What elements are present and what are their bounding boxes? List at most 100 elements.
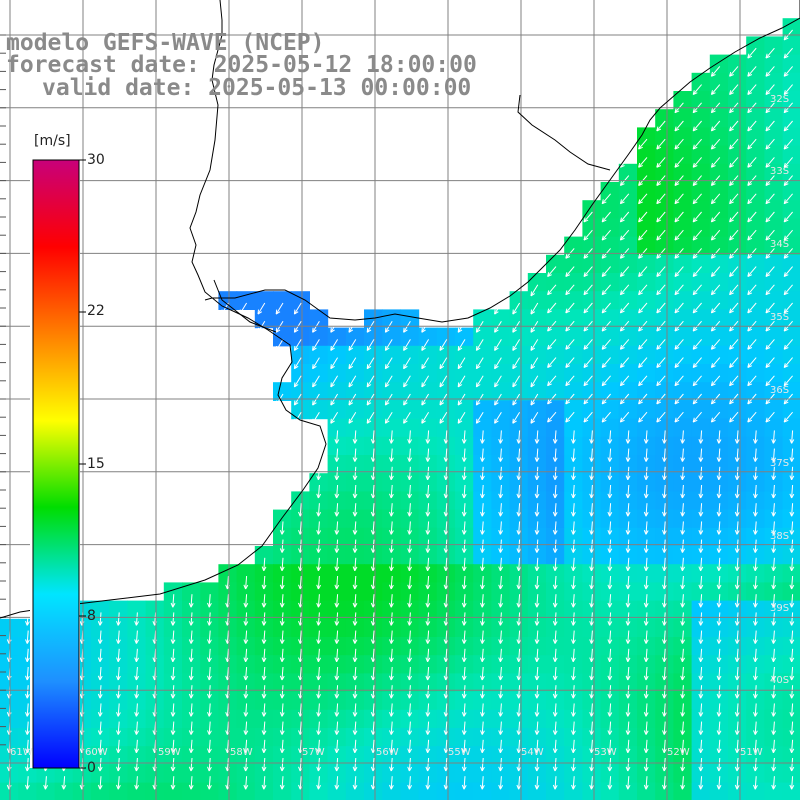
wind-arrow [753, 484, 758, 499]
wind-arrow [643, 503, 649, 517]
speed-cell [746, 364, 765, 383]
speed-cell [364, 728, 383, 747]
wind-arrow [771, 430, 777, 444]
speed-cell [618, 382, 638, 401]
wind-arrow [334, 557, 340, 572]
speed-cell [218, 728, 238, 747]
speed-cell [637, 764, 656, 784]
speed-cell [673, 145, 693, 165]
speed-cell [491, 637, 511, 656]
wind-arrow [475, 357, 484, 370]
speed-cell [600, 637, 620, 656]
wind-arrow [729, 302, 739, 314]
speed-cell [691, 655, 711, 674]
speed-cell [200, 691, 219, 711]
wind-arrow [480, 557, 485, 572]
speed-cell [782, 618, 800, 638]
speed-cell [436, 527, 456, 547]
speed-cell [527, 637, 547, 656]
wind-arrow [771, 448, 777, 462]
wind-arrow [729, 66, 739, 77]
speed-cell [564, 254, 583, 274]
wind-arrow [516, 539, 522, 553]
wind-arrow [638, 193, 648, 205]
wind-arrow [589, 430, 595, 444]
speed-cell [382, 345, 401, 365]
speed-cell [473, 546, 492, 565]
wind-arrow [457, 339, 466, 351]
speed-cell [91, 709, 110, 729]
speed-cell [0, 655, 19, 674]
speed-cell [600, 364, 620, 383]
speed-cell [491, 400, 511, 420]
wind-arrow [698, 503, 704, 517]
speed-cell [364, 418, 383, 438]
wind-arrow [729, 357, 739, 368]
speed-cell [36, 764, 56, 784]
speed-cell [764, 527, 784, 547]
speed-cell [655, 746, 674, 765]
wind-arrow [475, 339, 484, 351]
wind-arrow [565, 302, 575, 314]
speed-cell [309, 527, 329, 547]
speed-cell [655, 291, 674, 310]
speed-cell [709, 145, 729, 165]
speed-cell [400, 546, 420, 565]
wind-arrow [765, 375, 775, 387]
speed-cell [455, 509, 474, 529]
speed-cell [491, 655, 511, 674]
wind-arrow [170, 648, 176, 663]
speed-cell [637, 236, 656, 256]
wind-arrow [734, 630, 740, 644]
speed-cell [746, 691, 765, 711]
speed-cell [163, 691, 183, 711]
wind-arrow [352, 721, 358, 735]
speed-cell [709, 418, 729, 438]
speed-cell [236, 655, 256, 674]
speed-cell [455, 382, 474, 401]
speed-cell [582, 291, 602, 310]
speed-cell [455, 364, 474, 383]
speed-cell [582, 418, 602, 438]
wind-arrow [547, 339, 557, 350]
wind-arrow [457, 375, 466, 388]
wind-arrow [680, 557, 686, 572]
speed-cell [782, 127, 800, 147]
speed-cell [546, 782, 565, 800]
speed-cell [764, 236, 784, 256]
speed-cell [709, 382, 729, 401]
wind-arrow [475, 375, 484, 388]
wind-arrow [116, 739, 121, 754]
wind-arrow [480, 594, 485, 608]
wind-arrow [571, 557, 576, 572]
speed-cell [618, 455, 638, 474]
wind-arrow [619, 193, 630, 205]
wind-arrow [384, 320, 393, 333]
speed-cell [345, 400, 365, 420]
speed-cell [546, 637, 565, 656]
wind-arrow [498, 721, 504, 735]
wind-arrow [498, 503, 504, 517]
speed-cell [491, 436, 511, 456]
speed-cell [273, 527, 292, 547]
wind-arrow [747, 229, 757, 241]
wind-arrow [516, 448, 522, 462]
speed-cell [509, 582, 529, 602]
speed-cell [254, 746, 274, 765]
wind-arrow [753, 721, 758, 735]
wind-arrow [279, 557, 285, 572]
speed-cell [145, 637, 165, 656]
speed-cell [600, 455, 620, 474]
wind-arrow [316, 575, 322, 590]
wind-arrow [425, 557, 431, 572]
wind-arrow [494, 339, 502, 351]
speed-cell [655, 637, 674, 656]
wind-arrow [512, 375, 521, 388]
wind-arrow [498, 448, 504, 462]
speed-cell [600, 655, 620, 674]
wind-arrow [461, 557, 467, 572]
wind-arrow [747, 157, 757, 168]
wind-arrow [407, 648, 413, 663]
speed-cell [637, 273, 656, 292]
